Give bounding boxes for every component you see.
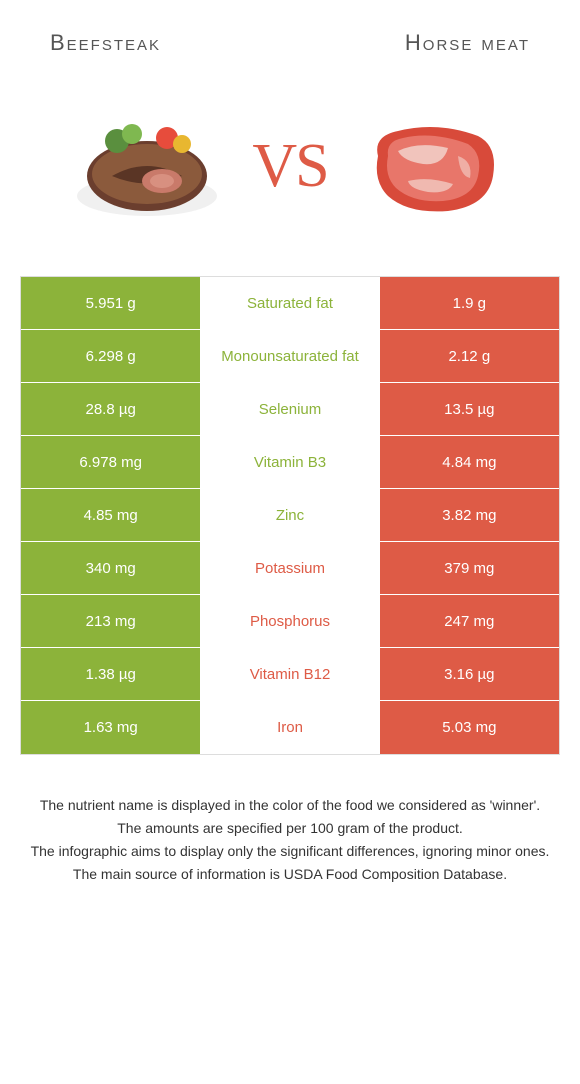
- header: Beefsteak Horse meat: [0, 0, 580, 76]
- right-value: 3.82 mg: [380, 489, 559, 541]
- nutrient-table: 5.951 g Saturated fat 1.9 g 6.298 g Mono…: [20, 276, 560, 755]
- table-row: 213 mg Phosphorus 247 mg: [21, 595, 559, 648]
- right-value: 2.12 g: [380, 330, 559, 382]
- left-value: 1.38 µg: [21, 648, 200, 700]
- footer: The nutrient name is displayed in the co…: [0, 755, 580, 885]
- beefsteak-image: [62, 106, 232, 226]
- table-row: 1.38 µg Vitamin B12 3.16 µg: [21, 648, 559, 701]
- right-value: 4.84 mg: [380, 436, 559, 488]
- left-value: 6.978 mg: [21, 436, 200, 488]
- left-value: 28.8 µg: [21, 383, 200, 435]
- right-value: 3.16 µg: [380, 648, 559, 700]
- left-value: 1.63 mg: [21, 701, 200, 754]
- vs-row: VS: [0, 76, 580, 276]
- footer-line: The infographic aims to display only the…: [20, 841, 560, 862]
- left-value: 6.298 g: [21, 330, 200, 382]
- table-row: 6.978 mg Vitamin B3 4.84 mg: [21, 436, 559, 489]
- nutrient-label: Iron: [200, 701, 379, 754]
- footer-line: The main source of information is USDA F…: [20, 864, 560, 885]
- nutrient-label: Vitamin B12: [200, 648, 379, 700]
- vs-label: VS: [252, 131, 327, 202]
- right-value: 1.9 g: [380, 277, 559, 329]
- table-row: 5.951 g Saturated fat 1.9 g: [21, 277, 559, 330]
- nutrient-label: Saturated fat: [200, 277, 379, 329]
- right-value: 13.5 µg: [380, 383, 559, 435]
- left-value: 4.85 mg: [21, 489, 200, 541]
- title-left: Beefsteak: [50, 30, 161, 56]
- title-right: Horse meat: [405, 30, 530, 56]
- nutrient-label: Vitamin B3: [200, 436, 379, 488]
- nutrient-label: Potassium: [200, 542, 379, 594]
- nutrient-label: Monounsaturated fat: [200, 330, 379, 382]
- left-value: 213 mg: [21, 595, 200, 647]
- table-row: 6.298 g Monounsaturated fat 2.12 g: [21, 330, 559, 383]
- right-value: 247 mg: [380, 595, 559, 647]
- left-value: 340 mg: [21, 542, 200, 594]
- right-value: 379 mg: [380, 542, 559, 594]
- left-value: 5.951 g: [21, 277, 200, 329]
- table-row: 340 mg Potassium 379 mg: [21, 542, 559, 595]
- right-value: 5.03 mg: [380, 701, 559, 754]
- nutrient-label: Phosphorus: [200, 595, 379, 647]
- footer-line: The nutrient name is displayed in the co…: [20, 795, 560, 816]
- footer-line: The amounts are specified per 100 gram o…: [20, 818, 560, 839]
- table-row: 1.63 mg Iron 5.03 mg: [21, 701, 559, 754]
- horsemeat-image: [348, 106, 518, 226]
- nutrient-label: Selenium: [200, 383, 379, 435]
- table-row: 28.8 µg Selenium 13.5 µg: [21, 383, 559, 436]
- nutrient-label: Zinc: [200, 489, 379, 541]
- table-row: 4.85 mg Zinc 3.82 mg: [21, 489, 559, 542]
